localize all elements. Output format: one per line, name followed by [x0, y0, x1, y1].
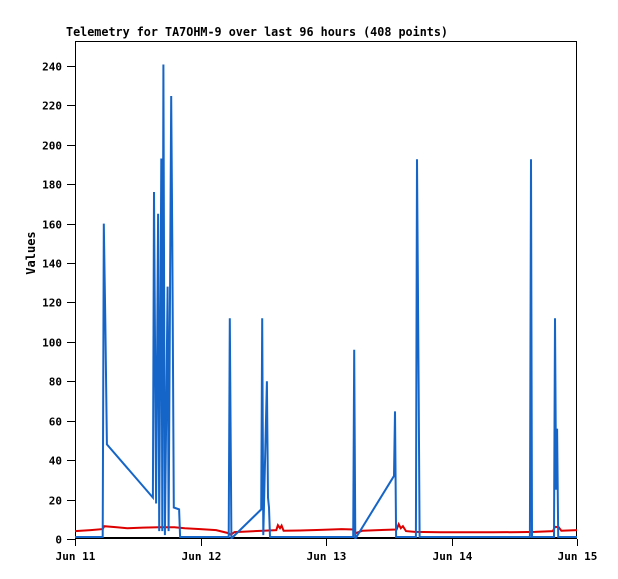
- y-tick-label: 60: [49, 416, 62, 429]
- y-tick-label: 180: [42, 179, 62, 192]
- x-tick-label: Jun 14: [433, 550, 473, 563]
- y-tick-label: 220: [42, 100, 62, 113]
- y-tick-label: 160: [42, 219, 62, 232]
- y-tick-label: 240: [42, 61, 62, 74]
- chart-title: Telemetry for TA7OHM-9 over last 96 hour…: [66, 25, 448, 39]
- red-channel-series-line: [74, 521, 578, 536]
- x-tick-label: Jun 11: [56, 550, 96, 563]
- y-tick-label: 80: [49, 376, 62, 389]
- y-tick-label: 100: [42, 337, 62, 350]
- series-lines: [74, 64, 578, 539]
- y-tick-label: 120: [42, 297, 62, 310]
- x-tick-label: Jun 12: [182, 550, 222, 563]
- x-tick-label: Jun 15: [558, 550, 598, 563]
- y-tick-label: 200: [42, 140, 62, 153]
- x-tick-label: Jun 13: [307, 550, 347, 563]
- y-tick-label: 0: [55, 534, 62, 547]
- plot-border: [75, 41, 577, 539]
- y-tick-label: 20: [49, 495, 62, 508]
- axis-ticks: 0 20 40 60 80 100 120 140 160 180 200 220 240 Jun 11 J…: [42, 61, 597, 564]
- y-tick-label: 140: [42, 258, 62, 271]
- y-tick-label: 40: [49, 455, 62, 468]
- blue-channel-series-line: [75, 64, 577, 539]
- y-axis-label: Values: [24, 231, 38, 274]
